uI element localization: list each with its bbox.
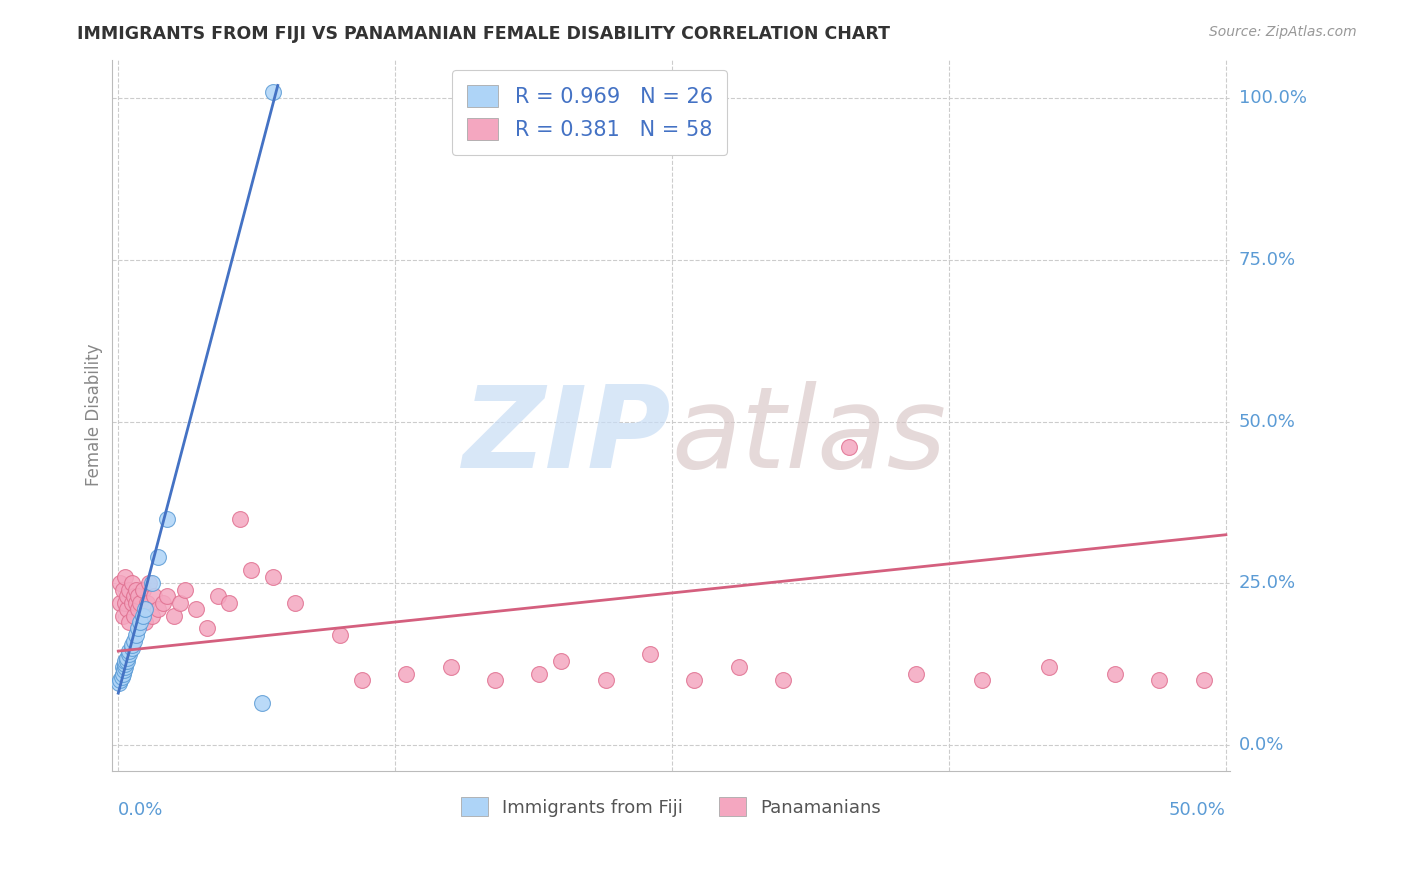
Point <box>131 608 153 623</box>
Point <box>152 596 174 610</box>
Text: ZIP: ZIP <box>463 381 671 492</box>
Point <box>141 576 163 591</box>
Point <box>118 644 141 658</box>
Point <box>110 670 132 684</box>
Point <box>111 582 134 597</box>
Point <box>121 640 143 655</box>
Point <box>129 615 152 629</box>
Point <box>1038 660 1060 674</box>
Point <box>329 628 352 642</box>
Point <box>218 596 240 610</box>
Point <box>114 654 136 668</box>
Text: 50.0%: 50.0% <box>1168 801 1226 819</box>
Point <box>284 596 307 610</box>
Point <box>1149 673 1171 688</box>
Point <box>111 608 134 623</box>
Point <box>173 582 195 597</box>
Text: 0.0%: 0.0% <box>1239 736 1284 754</box>
Point <box>972 673 994 688</box>
Point <box>527 666 550 681</box>
Point <box>138 576 160 591</box>
Text: 25.0%: 25.0% <box>1239 574 1296 592</box>
Point <box>169 596 191 610</box>
Point <box>1104 666 1126 681</box>
Point <box>127 622 149 636</box>
Point <box>115 602 138 616</box>
Point <box>484 673 506 688</box>
Text: IMMIGRANTS FROM FIJI VS PANAMANIAN FEMALE DISABILITY CORRELATION CHART: IMMIGRANTS FROM FIJI VS PANAMANIAN FEMAL… <box>77 25 890 43</box>
Point <box>240 563 263 577</box>
Point <box>262 570 284 584</box>
Point <box>121 638 143 652</box>
Point <box>727 660 749 674</box>
Point <box>125 582 148 597</box>
Point <box>114 570 136 584</box>
Point <box>638 648 661 662</box>
Point <box>125 628 148 642</box>
Point <box>252 696 274 710</box>
Point <box>229 511 252 525</box>
Point <box>114 660 136 674</box>
Point <box>115 589 138 603</box>
Text: 0.0%: 0.0% <box>118 801 163 819</box>
Point <box>118 648 141 662</box>
Y-axis label: Female Disability: Female Disability <box>86 344 103 486</box>
Point <box>125 596 148 610</box>
Point <box>118 582 141 597</box>
Point <box>395 666 418 681</box>
Point <box>195 622 218 636</box>
Point <box>122 634 145 648</box>
Point <box>121 596 143 610</box>
Point <box>146 602 169 616</box>
Point <box>127 602 149 616</box>
Point <box>115 650 138 665</box>
Point <box>146 550 169 565</box>
Point <box>141 608 163 623</box>
Point <box>131 582 153 597</box>
Point <box>904 666 927 681</box>
Point <box>127 589 149 603</box>
Text: Source: ZipAtlas.com: Source: ZipAtlas.com <box>1209 25 1357 39</box>
Point <box>595 673 617 688</box>
Point <box>122 608 145 623</box>
Point <box>118 615 141 629</box>
Point <box>156 589 179 603</box>
Point <box>134 602 156 616</box>
Point <box>114 657 136 671</box>
Text: 75.0%: 75.0% <box>1239 251 1296 269</box>
Point <box>111 666 134 681</box>
Point <box>838 441 860 455</box>
Point <box>163 608 186 623</box>
Point <box>142 589 165 603</box>
Point <box>111 660 134 674</box>
Point <box>112 664 135 678</box>
Point <box>772 673 794 688</box>
Point <box>122 589 145 603</box>
Point <box>156 511 179 525</box>
Text: atlas: atlas <box>671 381 946 492</box>
Point <box>1192 673 1215 688</box>
Text: 100.0%: 100.0% <box>1239 89 1306 107</box>
Point <box>550 654 572 668</box>
Point <box>134 615 156 629</box>
Point <box>136 596 159 610</box>
Point <box>110 576 132 591</box>
Point <box>108 676 131 690</box>
Point <box>110 596 132 610</box>
Legend: Immigrants from Fiji, Panamanians: Immigrants from Fiji, Panamanians <box>451 788 890 826</box>
Point <box>115 654 138 668</box>
Text: 50.0%: 50.0% <box>1239 413 1295 431</box>
Point <box>262 85 284 99</box>
Point <box>121 576 143 591</box>
Point <box>184 602 207 616</box>
Point <box>129 596 152 610</box>
Point <box>439 660 461 674</box>
Point <box>114 596 136 610</box>
Point <box>350 673 373 688</box>
Point <box>683 673 706 688</box>
Point <box>207 589 229 603</box>
Point <box>110 673 132 688</box>
